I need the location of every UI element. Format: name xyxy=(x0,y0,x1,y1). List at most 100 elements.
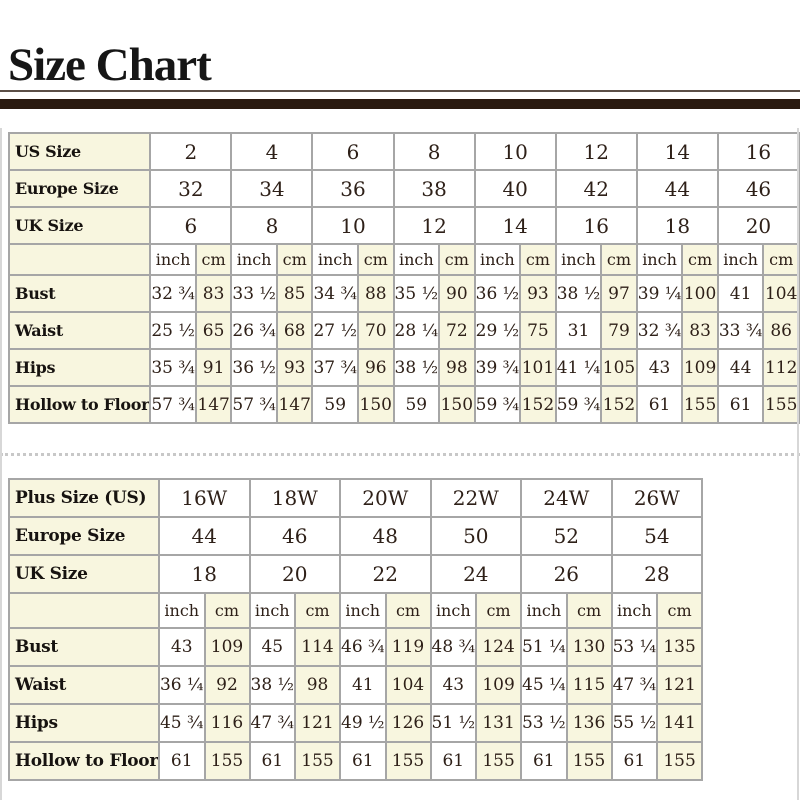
size-value-cell: 52 xyxy=(520,516,613,556)
measurement-value-cell: 104 xyxy=(762,274,800,313)
size-value-cell: 46 xyxy=(248,516,342,556)
measurement-value-cell: 150 xyxy=(356,385,395,424)
measurement-row: Hollow to Floor 61 155 61 155 61 155 61 155 61 155… xyxy=(8,741,704,781)
size-value-cell: 28 xyxy=(610,554,704,594)
measurement-value-cell: 152 xyxy=(600,385,638,424)
measurement-value-cell: 61 xyxy=(716,385,765,424)
unit-header-cm: cm xyxy=(194,243,233,276)
unit-header-cm: cm xyxy=(762,243,800,276)
unit-header-inch: inch xyxy=(610,592,659,629)
size-value-cell: 38 xyxy=(392,169,476,208)
measurement-value-cell: 105 xyxy=(600,348,638,387)
measurement-value-cell: 57 ¾ xyxy=(149,385,197,424)
measurement-value-cell: 35 ½ xyxy=(392,274,441,313)
measurement-value-cell: 45 ¼ xyxy=(520,665,568,705)
measurement-value-cell: 115 xyxy=(565,665,613,705)
measurement-value-cell: 41 xyxy=(339,665,387,705)
measurement-value-cell: 59 xyxy=(311,385,359,424)
unit-header-inch: inch xyxy=(157,592,206,629)
unit-header-cm: cm xyxy=(203,592,251,629)
size-value-cell: 10 xyxy=(473,132,557,171)
measurement-value-cell: 124 xyxy=(475,627,523,667)
size-value-cell: 18W xyxy=(248,478,342,518)
size-value-cell: 34 xyxy=(230,169,314,208)
size-value-cell: 24W xyxy=(520,478,613,518)
size-value-cell: 24 xyxy=(429,554,523,594)
measurement-value-cell: 98 xyxy=(294,665,342,705)
measurement-row: Waist 25 ½ 65 26 ¾ 68 27 ½ 70 28 ¼ 72 29 ½ 75 31 79 3… xyxy=(7,311,800,350)
size-value-cell: 6 xyxy=(149,206,233,245)
measurement-value-cell: 135 xyxy=(656,627,704,667)
standard-size-table: US Size 2 4 6 8 10 12 14 16 Europe Size 32 34 36 38 40… xyxy=(7,132,800,424)
measurement-row: Bust 32 ¾ 83 33 ½ 85 34 ¾ 88 35 ½ 90 36 ½ 93 38 ½ 97… xyxy=(7,274,800,313)
measurement-value-cell: 29 ½ xyxy=(473,311,522,350)
measurement-value-cell: 41 ¼ xyxy=(554,348,603,387)
measurement-value-cell: 109 xyxy=(681,348,719,387)
measurement-value-cell: 36 ½ xyxy=(473,274,522,313)
measurement-value-cell: 155 xyxy=(762,385,800,424)
row-label: Hips xyxy=(7,348,152,387)
measurement-value-cell: 155 xyxy=(384,741,432,781)
row-label: Bust xyxy=(7,274,152,313)
size-value-cell: 46 xyxy=(716,169,800,208)
left-edge-line xyxy=(0,128,2,800)
measurement-value-cell: 147 xyxy=(194,385,233,424)
measurement-value-cell: 116 xyxy=(203,703,251,743)
size-row: Europe Size 44 46 48 50 52 54 xyxy=(8,516,704,556)
measurement-value-cell: 45 xyxy=(248,627,297,667)
size-value-cell: 48 xyxy=(339,516,432,556)
measurement-value-cell: 112 xyxy=(762,348,800,387)
size-value-cell: 8 xyxy=(392,132,476,171)
unit-header-inch: inch xyxy=(716,243,765,276)
measurement-value-cell: 36 ½ xyxy=(230,348,278,387)
size-value-cell: 10 xyxy=(311,206,395,245)
size-value-cell: 16W xyxy=(157,478,251,518)
measurement-value-cell: 97 xyxy=(600,274,638,313)
size-value-cell: 18 xyxy=(635,206,719,245)
measurement-value-cell: 91 xyxy=(194,348,233,387)
measurement-value-cell: 48 ¾ xyxy=(429,627,478,667)
size-value-cell: 18 xyxy=(157,554,251,594)
size-value-cell: 26 xyxy=(520,554,613,594)
measurement-value-cell: 70 xyxy=(356,311,395,350)
unit-header-inch: inch xyxy=(473,243,522,276)
measurement-value-cell: 57 ¾ xyxy=(230,385,278,424)
measurement-row: Hips 45 ¾ 116 47 ¾ 121 49 ½ 126 51 ½ 131 53 ½ 136 5… xyxy=(8,703,704,743)
unit-header-cm: cm xyxy=(275,243,314,276)
measurement-value-cell: 150 xyxy=(438,385,476,424)
unit-header-inch: inch xyxy=(230,243,278,276)
unit-header-cm: cm xyxy=(565,592,613,629)
size-value-cell: 20W xyxy=(339,478,432,518)
measurement-value-cell: 61 xyxy=(610,741,659,781)
measurement-value-cell: 39 ¼ xyxy=(635,274,684,313)
measurement-value-cell: 51 ¼ xyxy=(520,627,568,667)
size-value-cell: 32 xyxy=(149,169,233,208)
unit-header-cm: cm xyxy=(438,243,476,276)
unit-header-cm: cm xyxy=(475,592,523,629)
row-label: UK Size xyxy=(7,206,152,245)
measurement-value-cell: 65 xyxy=(194,311,233,350)
size-value-cell: 12 xyxy=(392,206,476,245)
measurement-value-cell: 72 xyxy=(438,311,476,350)
unit-header-inch: inch xyxy=(339,592,387,629)
size-value-cell: 20 xyxy=(248,554,342,594)
measurement-value-cell: 98 xyxy=(438,348,476,387)
size-value-cell: 14 xyxy=(473,206,557,245)
title-divider-thick-rule xyxy=(0,99,800,109)
unit-header-inch: inch xyxy=(392,243,441,276)
measurement-value-cell: 136 xyxy=(565,703,613,743)
measurement-value-cell: 47 ¾ xyxy=(248,703,297,743)
unit-header-inch: inch xyxy=(248,592,297,629)
measurement-value-cell: 39 ¾ xyxy=(473,348,522,387)
unit-header-cm: cm xyxy=(519,243,557,276)
size-value-cell: 44 xyxy=(635,169,719,208)
size-value-cell: 4 xyxy=(230,132,314,171)
size-value-cell: 44 xyxy=(157,516,251,556)
unit-header-inch: inch xyxy=(520,592,568,629)
measurement-value-cell: 155 xyxy=(475,741,523,781)
row-label: UK Size xyxy=(8,554,160,594)
row-label: Hollow to Floor xyxy=(7,385,152,424)
measurement-value-cell: 59 ¾ xyxy=(554,385,603,424)
